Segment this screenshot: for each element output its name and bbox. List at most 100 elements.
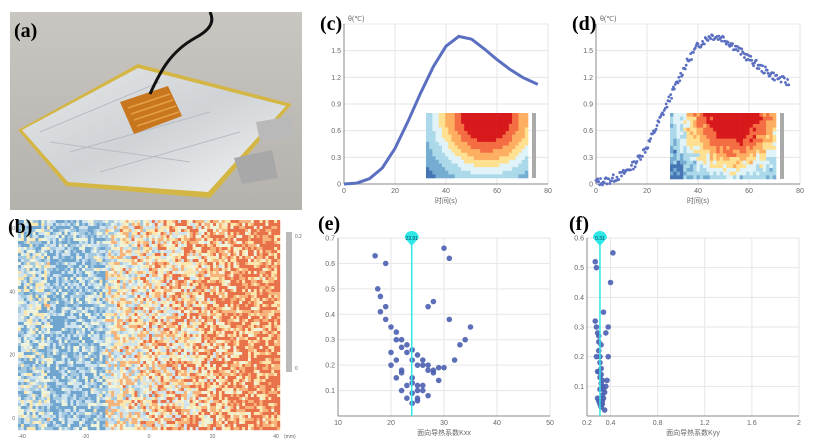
- heatmap-cell: [198, 406, 202, 410]
- heatmap-cell: [169, 271, 173, 275]
- heatmap-cell: [29, 343, 33, 347]
- heatmap-cell: [23, 364, 27, 368]
- heatmap-cell: [99, 301, 103, 305]
- heatmap-cell: [20, 382, 25, 386]
- heatmap-cell: [119, 355, 123, 359]
- heatmap-cell: [99, 298, 103, 302]
- heatmap-cell: [29, 262, 33, 266]
- heatmap-cell: [38, 223, 42, 227]
- heatmap-cell: [186, 235, 190, 239]
- heatmap-cell: [29, 364, 33, 368]
- heatmap-cell: [29, 298, 33, 302]
- heatmap-cell: [122, 358, 126, 362]
- heatmap-cell: [23, 271, 27, 275]
- heatmap-cell: [157, 397, 161, 401]
- heatmap-cell: [79, 229, 83, 233]
- heatmap-cell: [26, 388, 30, 392]
- heatmap-cell: [99, 232, 103, 236]
- heatmap-cell: [114, 424, 118, 428]
- heatmap-cell: [32, 325, 36, 329]
- heatmap-cell: [102, 397, 106, 401]
- heatmap-cell: [131, 391, 135, 395]
- heatmap-cell: [125, 379, 129, 383]
- heatmap-cell: [210, 379, 214, 383]
- heatmap-cell: [128, 229, 132, 233]
- heatmap-cell: [195, 394, 199, 398]
- heatmap-cell: [218, 418, 222, 422]
- heatmap-cell: [198, 394, 202, 398]
- heatmap-cell: [160, 292, 164, 296]
- heatmap-cell: [181, 298, 185, 302]
- heatmap-cell: [73, 259, 77, 263]
- heatmap-cell: [131, 337, 135, 341]
- heatmap-cell: [207, 319, 211, 323]
- heatmap-cell: [23, 391, 27, 395]
- heatmap-cell: [198, 271, 202, 275]
- heatmap-cell: [207, 301, 211, 305]
- heatmap-cell: [224, 262, 228, 266]
- heatmap-cell: [114, 232, 118, 236]
- heatmap-cell: [44, 313, 48, 317]
- heatmap-cell: [207, 304, 211, 308]
- heatmap-cell: [70, 334, 74, 338]
- heatmap-cell: [186, 238, 190, 242]
- heatmap-cell: [128, 226, 132, 230]
- heatmap-cell: [82, 397, 86, 401]
- heatmap-cell: [67, 340, 71, 344]
- heatmap-cell: [189, 367, 193, 371]
- heatmap-cell: [137, 373, 141, 377]
- heatmap-cell: [26, 268, 30, 272]
- heatmap-cell: [221, 274, 225, 278]
- heatmap-cell: [26, 292, 30, 296]
- heatmap-cell: [47, 229, 51, 233]
- heatmap-cell: [149, 223, 153, 227]
- heatmap-cell: [146, 358, 150, 362]
- heatmap-cell: [70, 268, 74, 272]
- heatmap-cell: [195, 283, 199, 287]
- heatmap-cell: [47, 322, 51, 326]
- heatmap-cell: [201, 388, 205, 392]
- heatmap-cell: [172, 232, 176, 236]
- heatmap-cell: [116, 376, 121, 380]
- heatmap-cell: [189, 298, 193, 302]
- heatmap-cell: [125, 268, 129, 272]
- heatmap-cell: [111, 259, 115, 263]
- heatmap-cell: [82, 241, 86, 245]
- heatmap-cell: [67, 424, 71, 428]
- heatmap-cell: [50, 247, 54, 251]
- heatmap-cell: [55, 412, 59, 416]
- heatmap-cell: [35, 277, 39, 281]
- heatmap-cell: [186, 289, 190, 293]
- heatmap-cell: [35, 295, 39, 299]
- heatmap-cell: [143, 325, 147, 329]
- heatmap-cell: [192, 388, 196, 392]
- heatmap-cell: [151, 370, 156, 374]
- heatmap-cell: [84, 418, 89, 422]
- heatmap-cell: [140, 385, 144, 389]
- heatmap-cell: [151, 337, 156, 341]
- heatmap-cell: [99, 319, 103, 323]
- heatmap-cell: [38, 424, 42, 428]
- heatmap-cell: [157, 334, 161, 338]
- heatmap-cell: [125, 343, 129, 347]
- heatmap-cell: [52, 427, 57, 431]
- heatmap-cell: [183, 226, 188, 230]
- heatmap-cell: [26, 385, 30, 389]
- heatmap-cell: [96, 361, 100, 365]
- heatmap-cell: [131, 349, 135, 353]
- heatmap-cell: [44, 256, 48, 260]
- heatmap-cell: [47, 397, 51, 401]
- heatmap-cell: [189, 241, 193, 245]
- heatmap-cell: [79, 241, 83, 245]
- heatmap-cell: [61, 421, 65, 425]
- heatmap-cell: [149, 313, 153, 317]
- heatmap-cell: [149, 289, 153, 293]
- heatmap-cell: [183, 412, 188, 416]
- heatmap-cell: [44, 298, 48, 302]
- heatmap-cell: [201, 220, 205, 224]
- heatmap-cell: [186, 313, 190, 317]
- heatmap-cell: [26, 262, 30, 266]
- heatmap-cell: [166, 259, 170, 263]
- heatmap-cell: [108, 253, 112, 257]
- heatmap-cell: [111, 421, 115, 425]
